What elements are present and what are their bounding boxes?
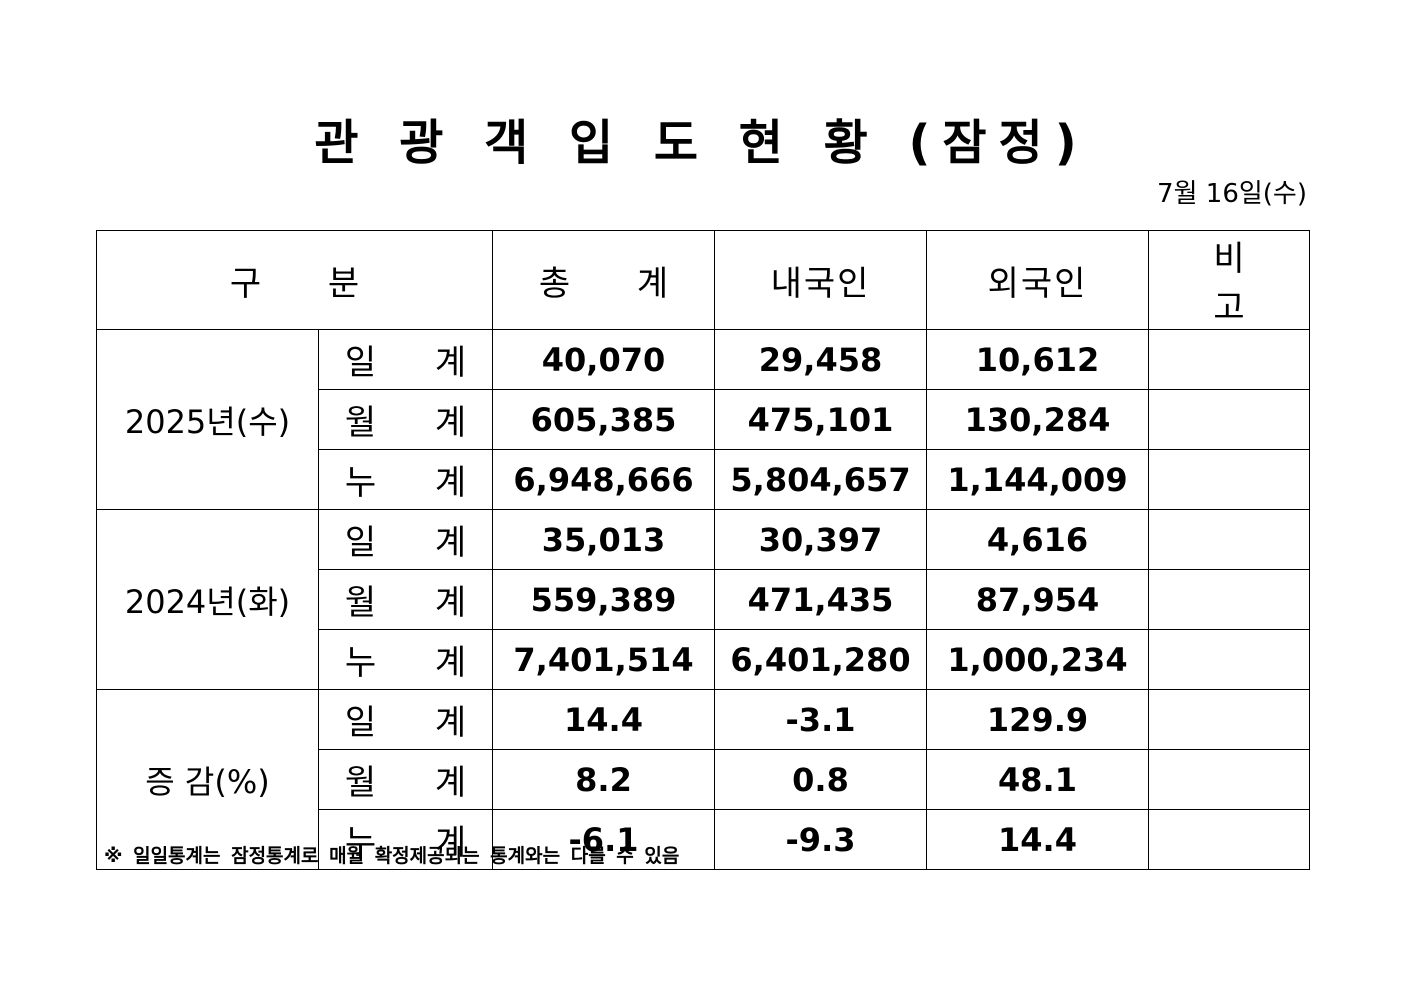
table-header-row: 구 분 총 계 내국인 외국인 비 고 <box>96 230 1310 330</box>
cell-remarks <box>1148 329 1310 390</box>
row-label: 일 계 <box>318 329 493 390</box>
cell-domestic: 475,101 <box>714 389 927 450</box>
cell-remarks <box>1148 389 1310 450</box>
row-label: 월 계 <box>318 749 493 810</box>
row-label: 누 계 <box>318 809 493 870</box>
cell-total: 559,389 <box>492 569 715 630</box>
row-label: 누 계 <box>318 629 493 690</box>
header-foreign: 외국인 <box>926 230 1149 330</box>
cell-remarks <box>1148 509 1310 570</box>
cell-domestic: 0.8 <box>714 749 927 810</box>
header-total: 총 계 <box>492 230 715 330</box>
table-row: 월 계 8.2 0.8 48.1 <box>97 749 1310 810</box>
cell-domestic: -3.1 <box>714 689 927 750</box>
cell-domestic: -9.3 <box>714 809 927 870</box>
cell-remarks <box>1148 449 1310 510</box>
cell-total: -6.1 <box>492 809 715 870</box>
cell-foreign: 1,000,234 <box>926 629 1149 690</box>
cell-total: 14.4 <box>492 689 715 750</box>
report-date: 7월 16일(수) <box>1157 179 1307 209</box>
header-category: 구 분 <box>96 230 493 330</box>
table-row: 증 감(%) 일 계 14.4 -3.1 129.9 <box>96 689 1310 870</box>
cell-foreign: 48.1 <box>926 749 1149 810</box>
row-label: 월 계 <box>318 569 493 630</box>
cell-foreign: 1,144,009 <box>926 449 1149 510</box>
header-remarks: 비 고 <box>1148 230 1310 330</box>
cell-domestic: 29,458 <box>714 329 927 390</box>
cell-remarks <box>1148 809 1310 870</box>
cell-total: 7,401,514 <box>492 629 715 690</box>
table-row: 2024년(화) 일 계 35,013 30,397 4,616 <box>96 509 1310 690</box>
page-title: 관 광 객 입 도 현 황 (잠정) <box>314 115 1089 171</box>
cell-total: 8.2 <box>492 749 715 810</box>
cell-domestic: 5,804,657 <box>714 449 927 510</box>
cell-remarks <box>1148 629 1310 690</box>
cell-foreign: 130,284 <box>926 389 1149 450</box>
cell-remarks <box>1148 749 1310 810</box>
table-row: 누 계 -6.1 -9.3 14.4 <box>97 809 1310 870</box>
cell-foreign: 10,612 <box>926 329 1149 390</box>
footnote: ※ 일일통계는 잠정통계로 매월 확정제공되는 통계와는 다를 수 있음 <box>104 845 680 867</box>
row-label: 일 계 <box>318 689 493 750</box>
row-label: 월 계 <box>318 389 493 450</box>
cell-total: 40,070 <box>492 329 715 390</box>
tourist-arrivals-table: 구 분 총 계 내국인 외국인 비 고 2025년(수) 일 계 40,070 … <box>96 230 1310 870</box>
cell-foreign: 129.9 <box>926 689 1149 750</box>
cell-total: 6,948,666 <box>492 449 715 510</box>
header-domestic: 내국인 <box>714 230 927 330</box>
table-row: 2025년(수) 일 계 40,070 29,458 10,612 <box>96 329 1310 510</box>
cell-remarks <box>1148 569 1310 630</box>
table-row: 월 계 559,389 471,435 87,954 <box>97 569 1310 630</box>
row-label: 일 계 <box>318 509 493 570</box>
row-label: 누 계 <box>318 449 493 510</box>
cell-foreign: 87,954 <box>926 569 1149 630</box>
cell-domestic: 471,435 <box>714 569 927 630</box>
group-label-2024: 2024년(화) <box>96 509 319 690</box>
cell-remarks <box>1148 689 1310 750</box>
cell-foreign: 14.4 <box>926 809 1149 870</box>
group-label-change: 증 감(%) <box>96 689 319 870</box>
cell-domestic: 6,401,280 <box>714 629 927 690</box>
cell-domestic: 30,397 <box>714 509 927 570</box>
cell-foreign: 4,616 <box>926 509 1149 570</box>
table-row: 누 계 6,948,666 5,804,657 1,144,009 <box>97 449 1310 510</box>
cell-total: 605,385 <box>492 389 715 450</box>
group-label-2025: 2025년(수) <box>96 329 319 510</box>
table-row: 누 계 7,401,514 6,401,280 1,000,234 <box>97 629 1310 690</box>
cell-total: 35,013 <box>492 509 715 570</box>
